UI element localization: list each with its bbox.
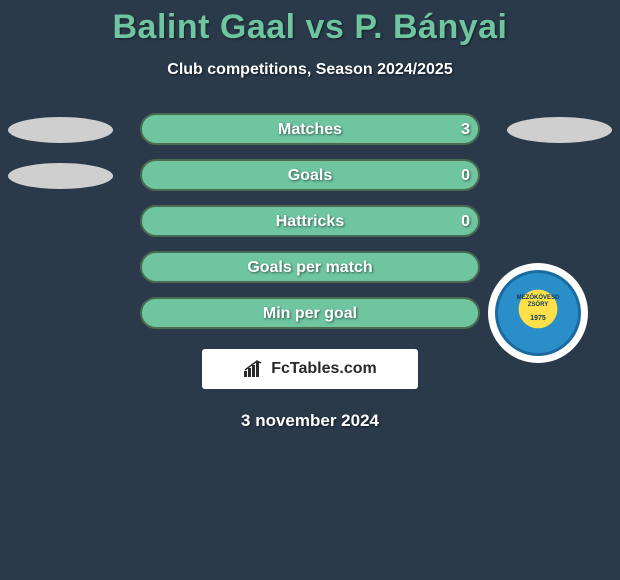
stat-bar-track: Hattricks0 [140, 205, 480, 239]
stat-bar-fill [140, 297, 480, 329]
brand-label: FcTables.com [271, 360, 377, 378]
stat-row: Matches3 [0, 113, 620, 147]
stat-bar-track: Min per goal [140, 297, 480, 331]
stat-bar-fill [140, 251, 480, 283]
brand-chart-icon [243, 360, 265, 378]
comparison-chart: Matches3 Goals0 Hattricks0 Goals per match M… [0, 113, 620, 343]
brand-attribution: FcTables.com [202, 349, 418, 389]
page-subtitle: Club competitions, Season 2024/2025 [0, 61, 620, 79]
stat-bar-track: Goals0 [140, 159, 480, 193]
stat-row: Goals0 [0, 159, 620, 193]
stat-row: Hattricks0 [0, 205, 620, 239]
stat-bar-fill [140, 159, 480, 191]
page-title: Balint Gaal vs P. Bányai [0, 0, 620, 47]
stat-bar-fill [140, 113, 480, 145]
footer-date: 3 november 2024 [0, 411, 620, 431]
stat-bar-track: Matches3 [140, 113, 480, 147]
stat-bar-track: Goals per match [140, 251, 480, 285]
crest-year: 1975 [498, 315, 578, 322]
player2-club-badge: MEZŐKÖVESD ZSÓRY 1975 [488, 263, 588, 363]
club-crest-icon: MEZŐKÖVESD ZSÓRY 1975 [495, 270, 581, 356]
stat-bar-fill [140, 205, 480, 237]
crest-name: MEZŐKÖVESD ZSÓRY [498, 295, 578, 308]
